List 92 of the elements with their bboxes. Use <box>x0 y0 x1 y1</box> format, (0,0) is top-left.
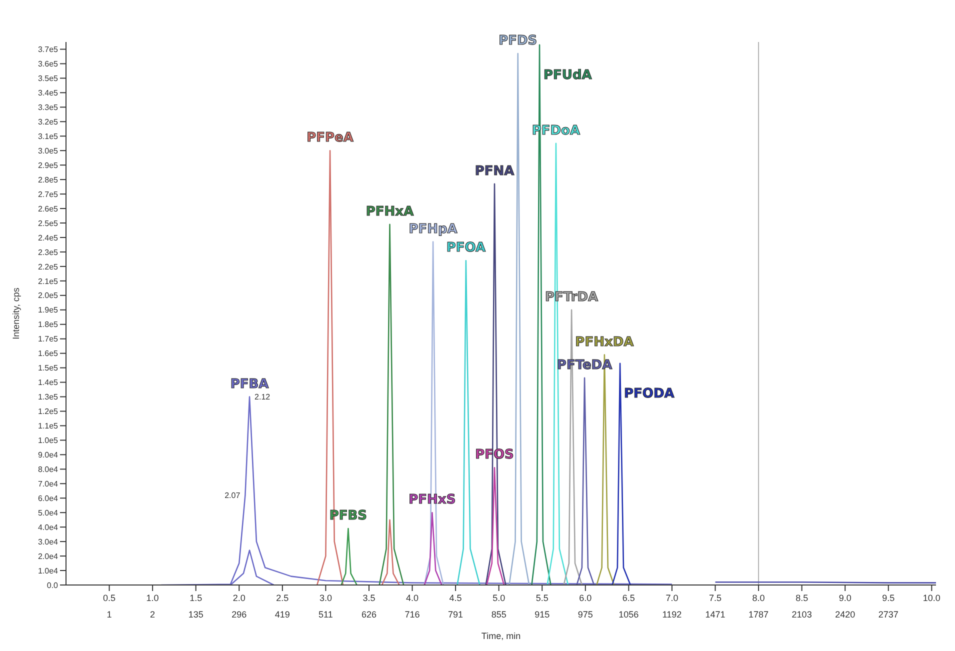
series-label: PFHxA <box>366 204 414 220</box>
y-tick-label: 8.0e4 <box>38 465 59 474</box>
x-tick-label: 6.5 <box>622 593 635 603</box>
annotation: 2.07 <box>224 491 241 500</box>
y-tick-label: 2.4e5 <box>38 233 59 242</box>
y-tick-label: 5.0e4 <box>38 508 59 518</box>
y-tick-label: 3.0e4 <box>38 537 59 546</box>
text: 1056 <box>618 609 639 620</box>
y-tick-label: 2.8e5 <box>38 175 59 184</box>
series-label: PFHxDA <box>575 334 634 350</box>
series-label: PFHpA <box>408 222 458 237</box>
y-tick-label: 1.0e5 <box>38 436 59 446</box>
x-tick-label: 8.0 <box>752 593 765 603</box>
annotation: 2.12 <box>254 392 271 402</box>
x-tick-label: 3.5 <box>362 593 376 603</box>
series-label: PFOA <box>446 240 486 256</box>
x-tick-label: 9.5 <box>882 593 895 603</box>
text: 135 <box>188 609 204 620</box>
text: 1 <box>106 609 112 620</box>
x-tick-label: 2.5 <box>276 593 289 603</box>
series-label: PFPeA <box>306 130 354 146</box>
y-tick-label: 3.6e5 <box>38 60 59 69</box>
x-tick-label: 6.0 <box>579 593 592 603</box>
x-tick-label: 2.0 <box>232 593 246 603</box>
y-tick-label: 3.5e5 <box>38 74 59 84</box>
text: 2737 <box>878 609 898 620</box>
y-tick-label: 2.2e5 <box>38 262 59 272</box>
text: 791 <box>448 609 464 620</box>
x-tick-label: 0.5 <box>103 593 116 603</box>
y-tick-label: 0.0 <box>46 580 59 590</box>
y-tick-label: 1.1e5 <box>38 422 59 431</box>
y-tick-label: 2.6e5 <box>38 204 59 214</box>
text: 915 <box>534 609 550 620</box>
y-tick-label: 2.7e5 <box>38 190 59 199</box>
text: 1192 <box>662 609 682 620</box>
x-tick-label: 5.0 <box>492 593 506 603</box>
y-tick-label: 1.8e5 <box>38 320 59 330</box>
y-tick-label: 2.0e4 <box>38 552 59 561</box>
x-tick-label: 3.0 <box>319 593 332 603</box>
y-tick-label: 7.0e4 <box>38 479 59 488</box>
y-tick-label: 3.1e5 <box>38 132 59 141</box>
series-label: PFODA <box>624 386 674 402</box>
y-tick-label: 2.5e5 <box>38 218 59 228</box>
series-label: PFBA <box>230 376 269 392</box>
y-tick-label: 3.0e5 <box>38 146 59 156</box>
y-tick-label: 2.3e5 <box>38 248 59 257</box>
y-tick-label: 2.1e5 <box>38 276 59 286</box>
x-tick-label: 1.5 <box>190 593 202 603</box>
y-tick-label: 3.4e5 <box>38 88 59 98</box>
x-tick-label: 4.0 <box>406 593 419 603</box>
y-tick-label: 1.3e5 <box>38 392 59 402</box>
y-axis-title: Intensity, cps <box>11 287 22 340</box>
text: 1471 <box>705 609 726 620</box>
text: 975 <box>578 609 593 620</box>
x-tick-label: 1.0 <box>146 593 159 603</box>
text: 419 <box>274 609 290 620</box>
x-tick-label: 7.0 <box>666 593 678 603</box>
text: 855 <box>491 609 506 620</box>
x-tick-label: 7.5 <box>708 593 722 603</box>
series-label: PFUdA <box>544 68 592 83</box>
y-tick-label: 4.0e4 <box>38 522 59 532</box>
x-tick-label: 4.5 <box>449 593 462 603</box>
y-tick-label: 2.0e5 <box>38 291 59 300</box>
series-label: PFNA <box>474 164 514 179</box>
y-tick-label: 3.7e5 <box>38 45 59 54</box>
text: 626 <box>361 609 376 620</box>
series-label: PFDS <box>498 34 538 49</box>
x-tick-label: 10.0 <box>922 593 940 603</box>
x-tick-label: 9.0 <box>838 593 852 603</box>
y-tick-label: 1.7e5 <box>38 334 59 344</box>
y-tick-label: 3.3e5 <box>38 103 59 112</box>
y-tick-label: 3.2e5 <box>38 117 59 126</box>
text: 1787 <box>748 609 769 620</box>
text: 2 <box>150 609 156 620</box>
text: 2103 <box>792 609 812 620</box>
y-tick-label: 9.0e4 <box>38 450 59 460</box>
text: 2420 <box>835 609 856 620</box>
text: 511 <box>318 609 333 620</box>
x-tick-label: 5.5 <box>536 593 548 603</box>
x-axis-title: Time, min <box>481 631 521 641</box>
text: 716 <box>404 609 420 620</box>
x-tick-label: 8.5 <box>796 593 808 603</box>
y-tick-label: 1.6e5 <box>38 349 59 358</box>
series-label: PFHxS <box>408 492 456 508</box>
text: 296 <box>232 609 247 620</box>
y-tick-label: 2.9e5 <box>38 160 59 170</box>
y-tick-label: 1.2e5 <box>38 407 59 416</box>
y-tick-label: 1.5e5 <box>38 364 59 373</box>
y-tick-label: 1.0e4 <box>38 566 59 576</box>
y-tick-label: 1.9e5 <box>38 306 59 315</box>
y-tick-label: 6.0e4 <box>38 494 59 503</box>
y-tick-label: 1.4e5 <box>38 378 59 388</box>
